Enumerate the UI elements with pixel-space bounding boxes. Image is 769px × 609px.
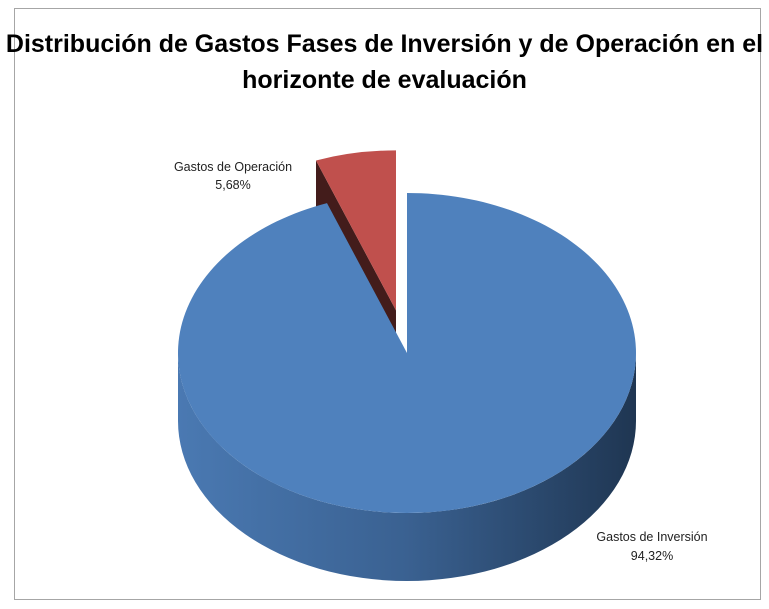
pie-slice-gastos-de-inversi-n: [177, 193, 636, 513]
chart-title-line-2: horizonte de evaluación: [242, 66, 527, 94]
slice-label-gastos-inversion-value: 94,32%: [631, 549, 673, 563]
slice-label-gastos-operacion-name: Gastos de Operación: [174, 160, 292, 174]
slice-label-gastos-operacion-value: 5,68%: [215, 178, 250, 192]
slice-label-gastos-inversion-name: Gastos de Inversión: [596, 530, 707, 544]
pie-slice-gastos-de-operaci-n: [315, 150, 396, 311]
chart-title: Distribución de Gastos Fases de Inversió…: [0, 26, 769, 98]
pie-slice-side-gastos-de-inversi-n: [178, 353, 636, 581]
chart-title-line-1: Distribución de Gastos Fases de Inversió…: [5, 30, 764, 58]
pie-label-layer: Gastos de Operación 5,68% Gastos de Inve…: [174, 160, 708, 563]
pie-top-layer: [177, 150, 636, 513]
